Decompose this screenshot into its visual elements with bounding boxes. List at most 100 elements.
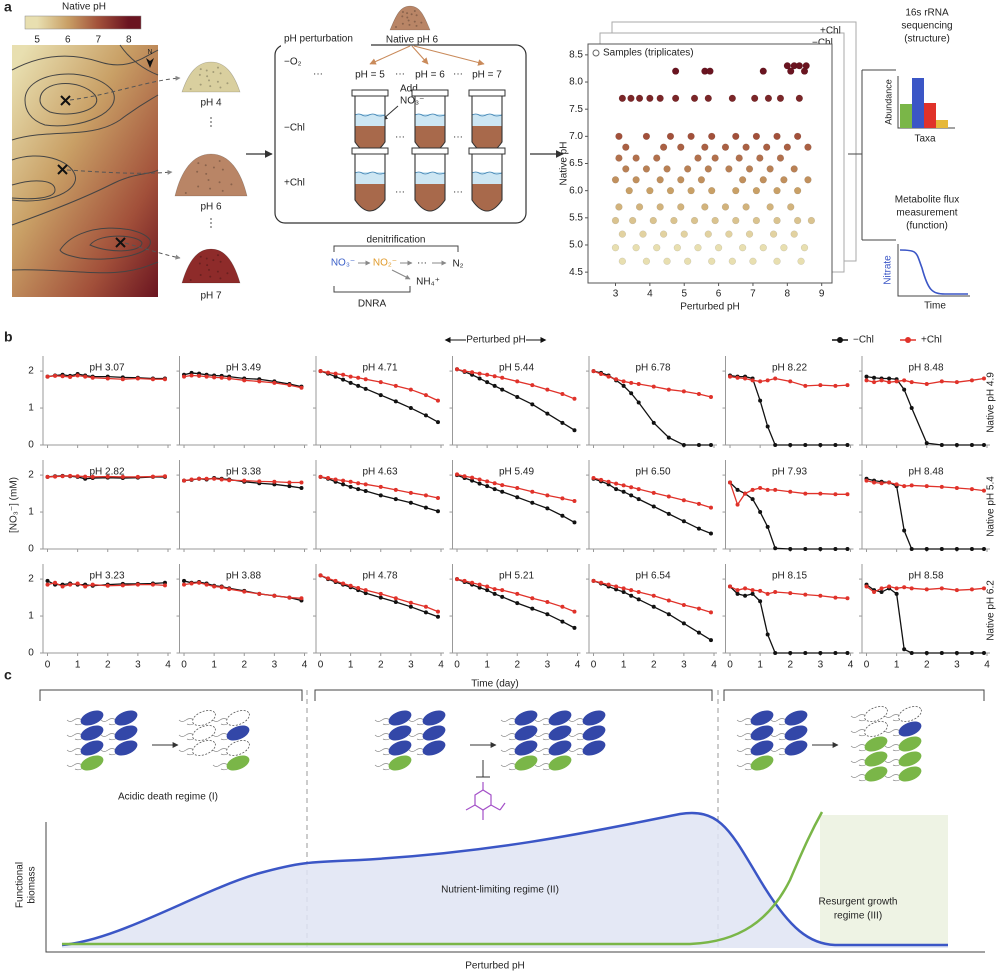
bacterium (514, 710, 538, 726)
x-tick-label: 0 (864, 660, 870, 671)
x-tick-label: 5 (681, 289, 687, 300)
x-tick-label: 1 (621, 660, 627, 671)
soil-grain (216, 254, 219, 257)
stack-label: −Chl (812, 38, 833, 49)
soil-grain (219, 86, 222, 89)
flagella (770, 718, 788, 726)
sample-point (783, 143, 791, 151)
bracket (333, 245, 459, 252)
tube-water (415, 114, 445, 126)
series-point (621, 379, 626, 384)
tube-water (355, 172, 385, 184)
series-point (150, 377, 155, 382)
bacterium (422, 710, 446, 726)
series-point (981, 443, 986, 447)
series-point (378, 591, 383, 596)
y-tick-label: 1 (28, 403, 34, 414)
sample-point (618, 257, 627, 265)
series-point (708, 443, 713, 447)
regime-label: Acidic death regime (I) (118, 792, 218, 803)
series-point (803, 651, 808, 655)
flagella (884, 744, 902, 752)
series-point (120, 583, 125, 588)
series-point (272, 479, 277, 484)
sample-point (773, 216, 781, 225)
bacterium (898, 706, 922, 722)
bacterium (192, 740, 216, 756)
series-point (356, 481, 361, 486)
series-point (606, 374, 611, 379)
flagella (212, 733, 230, 741)
soil-grain (401, 15, 404, 18)
series-point (954, 651, 959, 655)
series-point (227, 478, 232, 483)
series-point (902, 647, 907, 652)
series-line (729, 482, 848, 507)
bacterium (898, 721, 922, 737)
soil-grain (199, 83, 202, 86)
series-point (189, 373, 194, 378)
series-point (818, 593, 823, 598)
series-point (708, 394, 713, 399)
bacterium (388, 725, 412, 741)
bacterium (192, 710, 216, 726)
series-point (750, 588, 755, 593)
x-tick-label: 8 (785, 289, 791, 300)
flagella (884, 729, 902, 737)
series-point (833, 443, 838, 447)
series-point (560, 619, 565, 624)
series-point (105, 376, 110, 381)
flagella (770, 733, 788, 741)
series-point (954, 443, 959, 447)
sample-point (671, 94, 680, 102)
regime-label: Nutrient-limiting regime (II) (441, 885, 559, 896)
y-tick-label: 6.5 (569, 158, 583, 169)
panel-title: pH 6.54 (635, 571, 670, 582)
sample-point (615, 203, 623, 211)
tube-soil (472, 184, 502, 211)
sample-point (635, 94, 644, 102)
series-point (773, 651, 778, 655)
series-point (348, 374, 353, 379)
series-point (530, 500, 535, 505)
series-point (743, 586, 748, 591)
sample-point (800, 67, 809, 75)
series-point (326, 576, 331, 581)
x-tick-label: 1 (211, 660, 217, 671)
series-point (545, 612, 550, 617)
series-point (788, 489, 793, 494)
legend-marker (837, 337, 843, 343)
series-point (500, 375, 505, 380)
series-point (53, 580, 58, 585)
soil-grain (395, 26, 397, 28)
series-point (333, 371, 338, 376)
compass-label: N (147, 49, 152, 56)
series-point (894, 379, 899, 384)
nitrate-curve (899, 249, 968, 295)
series-point (629, 588, 634, 593)
transition-arrows (152, 742, 839, 778)
x-tick-label: 0 (454, 660, 460, 671)
flagella (500, 763, 518, 771)
chloramphenicol (465, 782, 506, 820)
series-point (728, 584, 733, 589)
sample-point (690, 216, 699, 225)
bacterium (548, 740, 572, 756)
flagella (736, 763, 754, 771)
add-label: NO₃⁻ (400, 96, 424, 107)
flagella (884, 759, 902, 767)
series-point (735, 588, 740, 593)
series-point (435, 614, 440, 619)
sample-point (780, 244, 788, 252)
ellipsis: ··· (453, 187, 463, 198)
series-point (681, 621, 686, 626)
sample-point (632, 176, 640, 184)
flagella (568, 733, 586, 741)
bacterium (80, 725, 104, 741)
series-point (902, 378, 907, 383)
x-tick-label: 2 (105, 660, 111, 671)
series-point (765, 524, 770, 529)
series-point (423, 505, 428, 510)
bacterium (388, 755, 412, 771)
series-point (423, 610, 428, 615)
